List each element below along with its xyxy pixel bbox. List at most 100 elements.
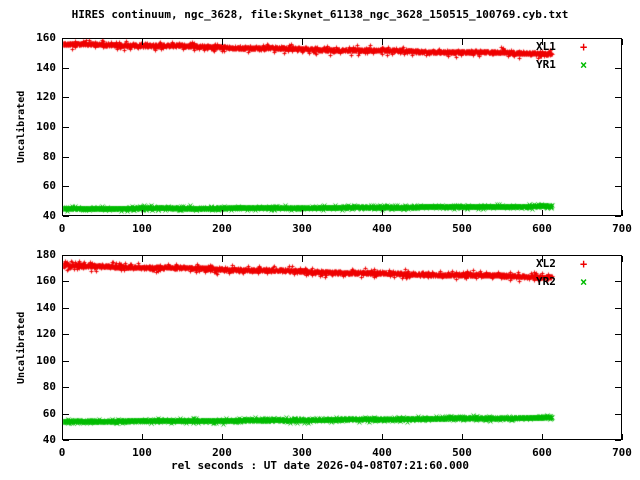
x-tick-label-top: 0	[58, 222, 66, 235]
y-tick-label-bottom: 80	[42, 380, 56, 393]
y-tick-label-top: 160	[36, 31, 56, 44]
y-tick-label-bottom: 60	[42, 407, 56, 420]
x-tick-top-top	[382, 39, 383, 45]
y-tick-label-bottom: 100	[36, 354, 56, 367]
y-tick-bottom	[63, 361, 69, 362]
y-tick-bottom	[63, 255, 69, 256]
x-tick-bottom	[62, 434, 63, 440]
y-tick-right-bottom	[615, 255, 621, 256]
y-tick-label-bottom: 140	[36, 301, 56, 314]
y-tick-right-top	[615, 157, 621, 158]
x-tick-label-top: 600	[532, 222, 552, 235]
y-tick-label-bottom: 160	[36, 274, 56, 287]
x-tick-top-bottom	[542, 256, 543, 262]
x-tick-label-bottom: 300	[292, 446, 312, 459]
y-tick-bottom	[63, 334, 69, 335]
y-tick-label-bottom: 180	[36, 248, 56, 261]
x-tick-top-bottom	[462, 256, 463, 262]
x-tick-top-top	[462, 39, 463, 45]
x-tick-top	[622, 210, 623, 216]
x-tick-top-top	[142, 39, 143, 45]
y-tick-right-bottom	[615, 440, 621, 441]
legend-label-yr2: YR2	[536, 275, 556, 288]
y-tick-top	[63, 157, 69, 158]
x-tick-label-top: 300	[292, 222, 312, 235]
y-tick-label-top: 120	[36, 90, 56, 103]
y-tick-right-top	[615, 127, 621, 128]
y-tick-right-top	[615, 38, 621, 39]
y-tick-right-bottom	[615, 387, 621, 388]
y-tick-right-top	[615, 186, 621, 187]
x-tick-bottom	[542, 434, 543, 440]
x-tick-bottom	[462, 434, 463, 440]
y-tick-label-top: 40	[42, 209, 56, 222]
x-tick-bottom	[382, 434, 383, 440]
x-tick-bottom	[222, 434, 223, 440]
x-tick-top	[302, 210, 303, 216]
y-tick-bottom	[63, 281, 69, 282]
x-axis-label: rel seconds : UT date 2026-04-08T07:21:6…	[170, 459, 469, 472]
y-tick-right-bottom	[615, 414, 621, 415]
x-tick-top-bottom	[142, 256, 143, 262]
y-tick-top	[63, 127, 69, 128]
x-tick-top-bottom	[62, 256, 63, 262]
legend-marker-xl2: +	[580, 257, 588, 271]
x-tick-label-top: 200	[212, 222, 232, 235]
x-tick-label-bottom: 700	[612, 446, 632, 459]
y-tick-top	[63, 186, 69, 187]
y-tick-bottom	[63, 308, 69, 309]
x-tick-label-top: 500	[452, 222, 472, 235]
x-tick-label-bottom: 200	[212, 446, 232, 459]
x-tick-bottom	[622, 434, 623, 440]
y-tick-right-top	[615, 97, 621, 98]
x-tick-top-top	[542, 39, 543, 45]
x-tick-label-top: 100	[132, 222, 152, 235]
y-tick-top	[63, 97, 69, 98]
x-tick-label-bottom: 400	[372, 446, 392, 459]
y-tick-top	[63, 216, 69, 217]
x-tick-top-bottom	[302, 256, 303, 262]
x-tick-bottom	[302, 434, 303, 440]
x-tick-top-top	[622, 39, 623, 45]
y-tick-right-bottom	[615, 308, 621, 309]
x-tick-top-bottom	[382, 256, 383, 262]
x-tick-label-top: 700	[612, 222, 632, 235]
y-tick-right-bottom	[615, 334, 621, 335]
y-tick-right-bottom	[615, 361, 621, 362]
x-tick-top	[382, 210, 383, 216]
x-tick-label-bottom: 600	[532, 446, 552, 459]
x-tick-top	[142, 210, 143, 216]
y-tick-bottom	[63, 440, 69, 441]
x-tick-top-bottom	[622, 256, 623, 262]
x-tick-label-bottom: 500	[452, 446, 472, 459]
y-tick-bottom	[63, 387, 69, 388]
x-tick-bottom	[142, 434, 143, 440]
y-tick-label-top: 140	[36, 61, 56, 74]
y-axis-label-bottom: Uncalibrated	[16, 311, 27, 384]
x-tick-label-bottom: 100	[132, 446, 152, 459]
x-tick-top	[222, 210, 223, 216]
x-tick-top-top	[222, 39, 223, 45]
y-tick-top	[63, 68, 69, 69]
y-tick-label-top: 80	[42, 150, 56, 163]
x-tick-label-top: 400	[372, 222, 392, 235]
y-tick-label-bottom: 40	[42, 433, 56, 446]
x-tick-label-bottom: 0	[58, 446, 66, 459]
y-tick-right-top	[615, 216, 621, 217]
y-tick-label-bottom: 120	[36, 327, 56, 340]
y-tick-bottom	[63, 414, 69, 415]
legend-marker-yr2: ×	[580, 275, 588, 289]
x-tick-top-top	[62, 39, 63, 45]
x-tick-top-top	[302, 39, 303, 45]
y-tick-top	[63, 38, 69, 39]
y-tick-right-top	[615, 68, 621, 69]
x-tick-top	[542, 210, 543, 216]
legend-label-xl2: XL2	[536, 257, 556, 270]
y-tick-label-top: 60	[42, 179, 56, 192]
y-tick-label-top: 100	[36, 120, 56, 133]
x-tick-top	[62, 210, 63, 216]
x-tick-top-bottom	[222, 256, 223, 262]
x-tick-top	[462, 210, 463, 216]
